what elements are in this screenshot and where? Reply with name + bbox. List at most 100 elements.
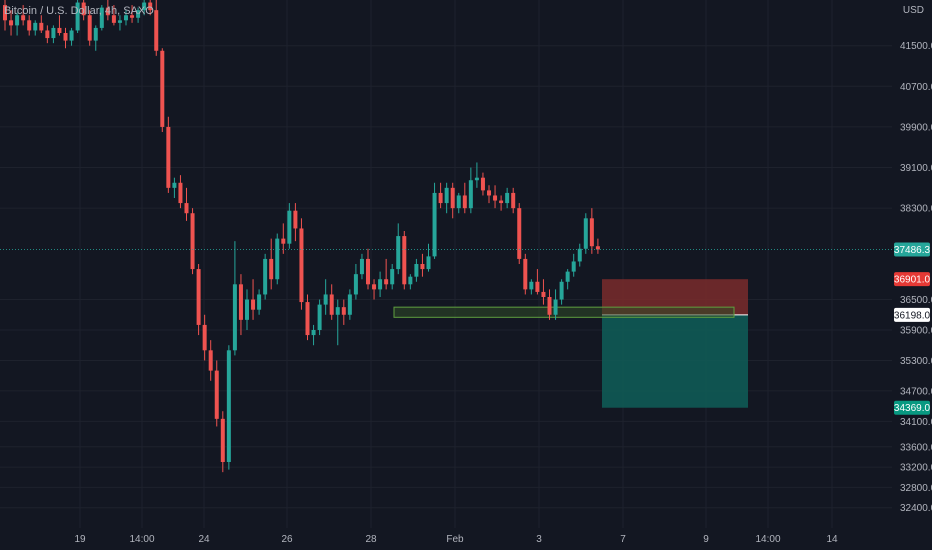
candle[interactable] bbox=[317, 299, 322, 336]
candle[interactable] bbox=[99, 5, 104, 31]
candle[interactable] bbox=[287, 203, 292, 249]
candle[interactable] bbox=[547, 289, 552, 320]
candle[interactable] bbox=[372, 279, 377, 300]
candle[interactable] bbox=[305, 294, 310, 341]
candle[interactable] bbox=[202, 314, 207, 361]
support-zone-rectangle[interactable] bbox=[393, 306, 735, 318]
candle[interactable] bbox=[263, 253, 268, 300]
candle[interactable] bbox=[396, 223, 401, 275]
candle[interactable] bbox=[529, 279, 534, 295]
candle[interactable] bbox=[281, 223, 286, 254]
candle[interactable] bbox=[220, 411, 225, 473]
candle[interactable] bbox=[408, 274, 413, 290]
candle[interactable] bbox=[257, 289, 262, 315]
candle[interactable] bbox=[75, 0, 80, 33]
candle[interactable] bbox=[390, 264, 395, 290]
candle[interactable] bbox=[124, 10, 128, 26]
candle[interactable] bbox=[93, 25, 98, 51]
candle[interactable] bbox=[384, 258, 389, 290]
candle[interactable] bbox=[45, 25, 50, 44]
candle[interactable] bbox=[535, 269, 540, 295]
candle[interactable] bbox=[27, 15, 32, 36]
candle[interactable] bbox=[329, 284, 334, 320]
candle[interactable] bbox=[347, 289, 352, 320]
candle[interactable] bbox=[226, 345, 231, 470]
candle[interactable] bbox=[493, 185, 498, 209]
candle[interactable] bbox=[438, 182, 443, 209]
symbol-title[interactable]: Bitcoin / U.S. Dollar, 4h, SAXO bbox=[4, 5, 154, 17]
candle[interactable] bbox=[450, 182, 455, 219]
candle[interactable] bbox=[166, 116, 171, 193]
candle[interactable] bbox=[523, 253, 528, 295]
candle[interactable] bbox=[311, 324, 316, 346]
candle[interactable] bbox=[275, 233, 280, 285]
candle[interactable] bbox=[196, 264, 201, 336]
candle[interactable] bbox=[487, 185, 491, 204]
candle[interactable] bbox=[335, 299, 340, 346]
candle[interactable] bbox=[359, 253, 364, 280]
candle[interactable] bbox=[57, 15, 62, 36]
candle[interactable] bbox=[511, 187, 516, 214]
candle[interactable] bbox=[245, 289, 249, 330]
candle[interactable] bbox=[353, 264, 358, 300]
candle[interactable] bbox=[432, 182, 437, 259]
candle[interactable] bbox=[468, 167, 473, 214]
candle[interactable] bbox=[480, 172, 485, 196]
candle[interactable] bbox=[172, 177, 177, 198]
candle[interactable] bbox=[269, 238, 274, 290]
candle[interactable] bbox=[420, 253, 425, 277]
candle[interactable] bbox=[571, 253, 576, 277]
candle[interactable] bbox=[251, 279, 256, 320]
candle[interactable] bbox=[87, 10, 92, 46]
candle[interactable] bbox=[81, 0, 86, 21]
candle[interactable] bbox=[565, 269, 570, 290]
candle[interactable] bbox=[553, 289, 558, 320]
candle[interactable] bbox=[444, 182, 449, 214]
candle[interactable] bbox=[39, 15, 44, 33]
candle[interactable] bbox=[456, 192, 461, 214]
candle[interactable] bbox=[559, 279, 564, 305]
candle[interactable] bbox=[378, 271, 383, 297]
candle[interactable] bbox=[299, 218, 304, 310]
candle[interactable] bbox=[184, 187, 189, 221]
candle[interactable] bbox=[293, 203, 298, 242]
candle[interactable] bbox=[577, 243, 582, 267]
candle[interactable] bbox=[208, 340, 213, 381]
candle[interactable] bbox=[117, 15, 122, 31]
candle[interactable] bbox=[130, 5, 135, 23]
candle[interactable] bbox=[214, 360, 219, 427]
candle[interactable] bbox=[33, 20, 38, 36]
candle[interactable] bbox=[402, 231, 407, 290]
candle[interactable] bbox=[63, 27, 68, 49]
candle[interactable] bbox=[154, 0, 159, 56]
candle[interactable] bbox=[595, 238, 600, 254]
candle[interactable] bbox=[105, 0, 110, 21]
candle[interactable] bbox=[190, 208, 195, 275]
candle[interactable] bbox=[232, 241, 237, 356]
candle[interactable] bbox=[583, 213, 588, 254]
candle[interactable] bbox=[178, 175, 183, 209]
candle[interactable] bbox=[111, 5, 116, 26]
candle[interactable] bbox=[51, 25, 56, 44]
candle[interactable] bbox=[517, 203, 522, 264]
candle[interactable] bbox=[136, 7, 141, 23]
candle[interactable] bbox=[69, 27, 74, 46]
candle[interactable] bbox=[366, 248, 370, 290]
candle[interactable] bbox=[414, 258, 419, 282]
candle[interactable] bbox=[541, 279, 546, 305]
candle[interactable] bbox=[142, 0, 147, 16]
candle[interactable] bbox=[589, 208, 594, 254]
candle[interactable] bbox=[341, 299, 346, 325]
candle[interactable] bbox=[21, 5, 26, 26]
candle[interactable] bbox=[160, 48, 165, 132]
candle[interactable] bbox=[474, 162, 479, 188]
candle[interactable] bbox=[148, 0, 153, 16]
candle[interactable] bbox=[15, 12, 20, 36]
candle[interactable] bbox=[426, 243, 431, 272]
candle[interactable] bbox=[505, 187, 510, 209]
candle[interactable] bbox=[462, 182, 467, 214]
candle[interactable] bbox=[3, 0, 7, 31]
candle[interactable] bbox=[238, 274, 243, 336]
